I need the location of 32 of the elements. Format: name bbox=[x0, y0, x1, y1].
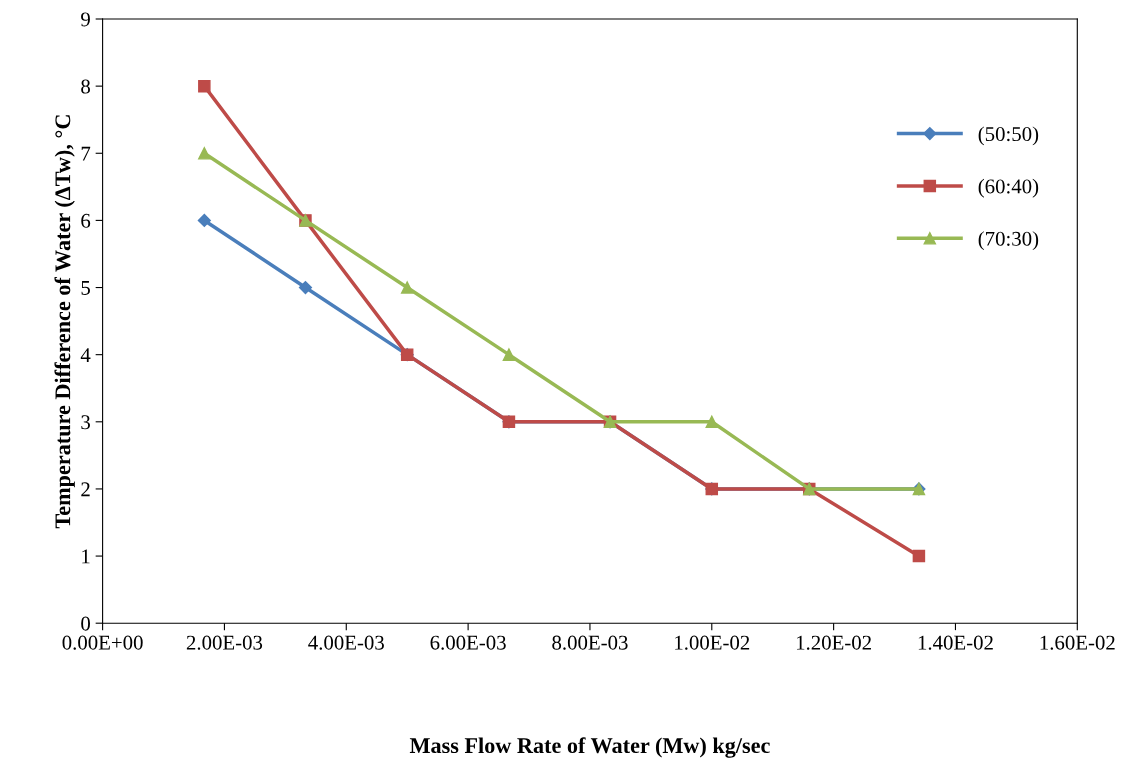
y-tick-label: 4 bbox=[80, 348, 91, 362]
x-tick-label: 1.40E-02 bbox=[918, 635, 993, 650]
legend-label: (70:30) bbox=[978, 231, 1039, 251]
y-tick-label: 1 bbox=[82, 549, 90, 564]
x-tick-label: 8.00E-03 bbox=[552, 635, 628, 650]
y-tick-label: 6 bbox=[81, 213, 91, 228]
y-tick-label: 3 bbox=[81, 415, 90, 430]
x-tick-label: 1.20E-02 bbox=[796, 635, 871, 650]
x-tick-label: 0.00E+00 bbox=[62, 635, 143, 650]
point bbox=[502, 348, 516, 361]
y-tick-label: 2 bbox=[81, 482, 90, 497]
point bbox=[198, 79, 211, 93]
legend-label: (60:40) bbox=[978, 178, 1039, 198]
x-tick-label: 4.00E-03 bbox=[308, 635, 384, 650]
y-tick-label: 5 bbox=[81, 281, 90, 295]
x-axis-title: Mass Flow Rate of Water (Mw) kg/sec bbox=[409, 737, 770, 758]
y-tick-label: 0 bbox=[81, 616, 90, 631]
point bbox=[197, 213, 211, 227]
y-tick-label: 8 bbox=[81, 79, 90, 94]
point bbox=[912, 549, 926, 563]
y-tick-label: 7 bbox=[81, 146, 91, 161]
x-tick-label: 1.60E-02 bbox=[1040, 635, 1115, 650]
point bbox=[198, 147, 211, 160]
x-tick-label: 6.00E-03 bbox=[430, 635, 506, 650]
point bbox=[705, 415, 719, 429]
x-tick-label: 1.00E-02 bbox=[675, 635, 750, 650]
y-axis-title: Temperature Difference of Water (ΔTw), °C bbox=[54, 115, 75, 529]
x-tick-label: 2.00E-03 bbox=[186, 635, 263, 650]
point bbox=[400, 281, 414, 294]
point bbox=[298, 280, 313, 295]
legend-label: (50:50) bbox=[978, 126, 1039, 146]
y-tick-label: 9 bbox=[81, 12, 90, 27]
